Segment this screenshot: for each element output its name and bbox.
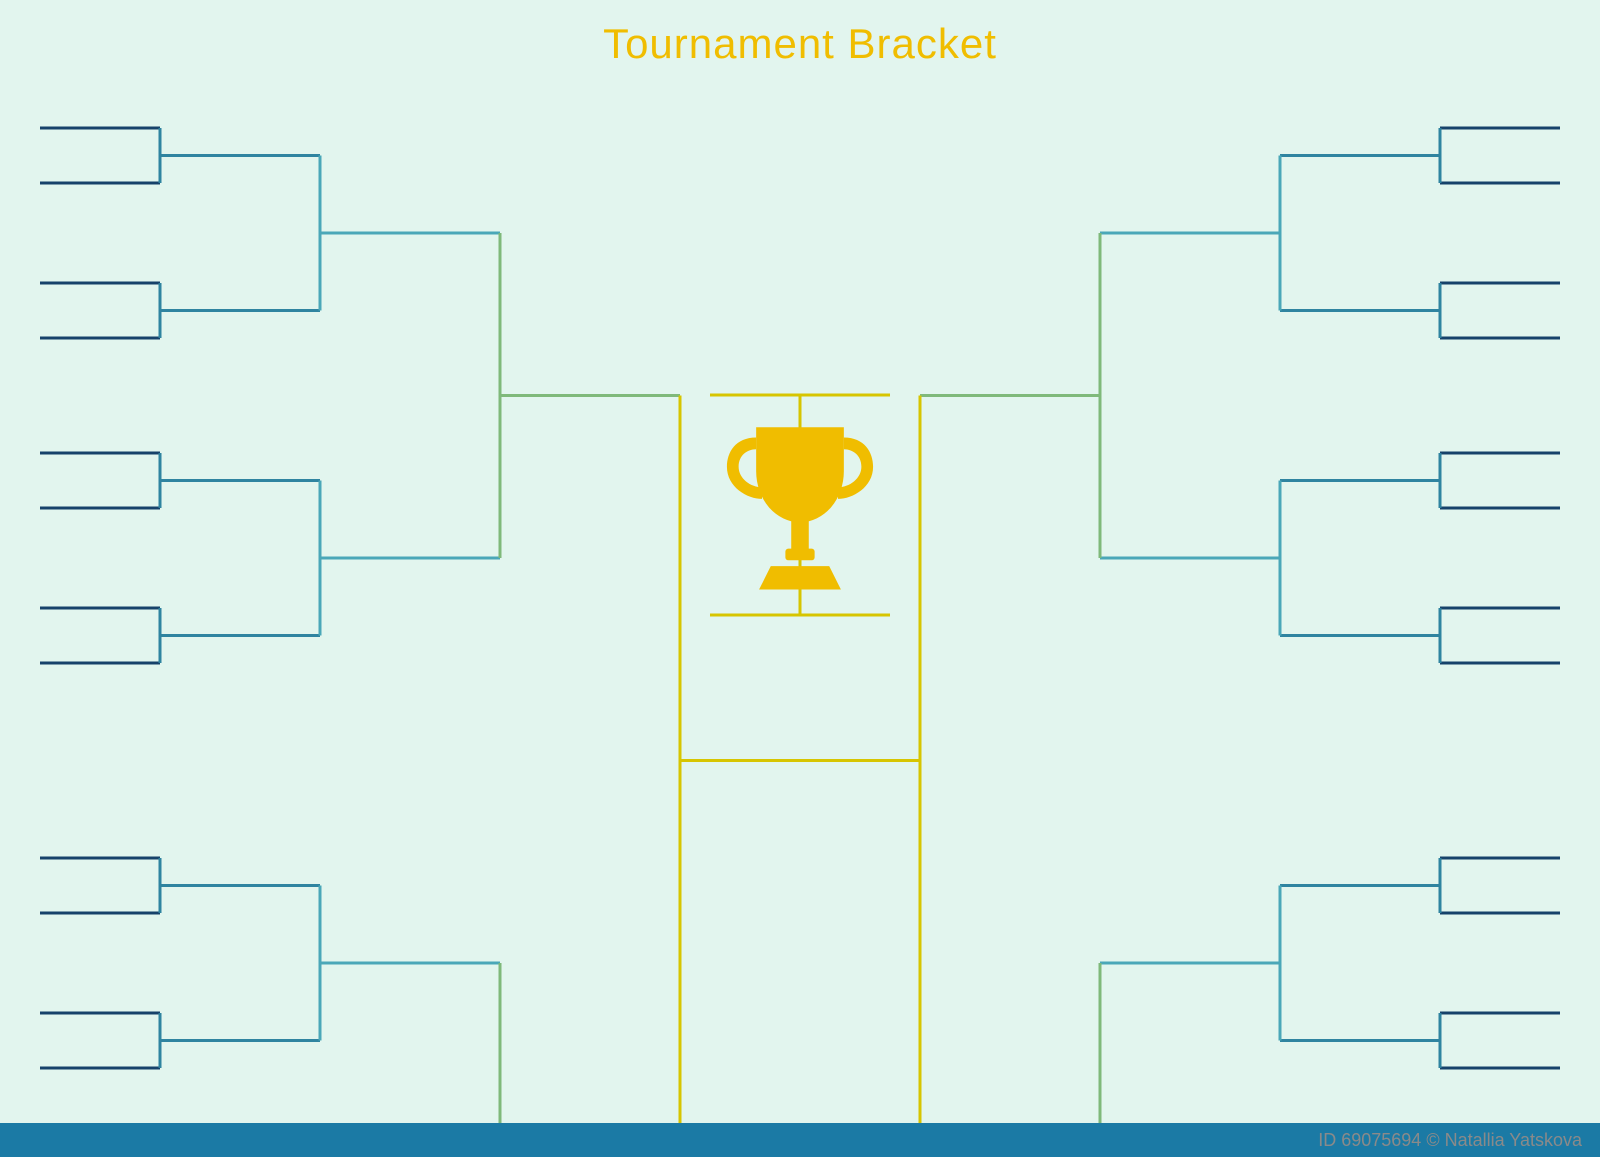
trophy-icon xyxy=(725,420,875,610)
footer-credit: ID 69075694 © Natallia Yatskova xyxy=(1318,1130,1582,1151)
bracket-stage: Tournament Bracket xyxy=(0,0,1600,1157)
